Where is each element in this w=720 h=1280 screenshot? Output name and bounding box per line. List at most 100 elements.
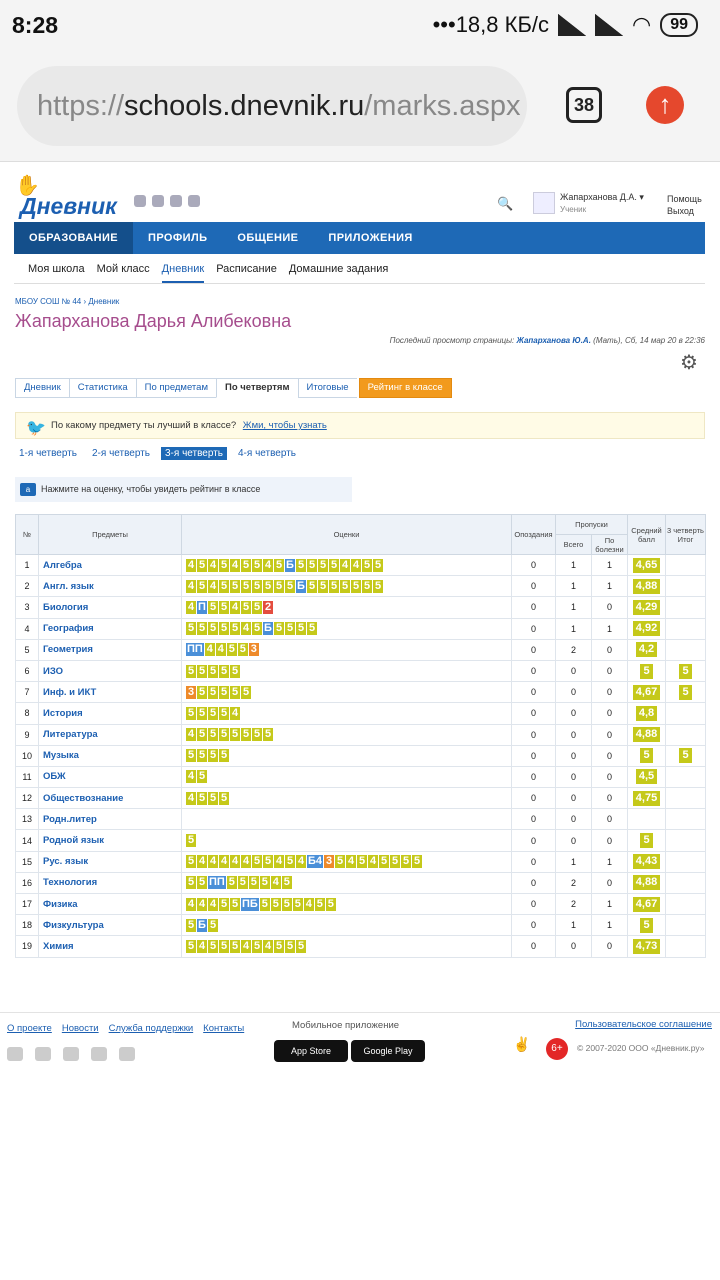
mark[interactable]: 5 bbox=[329, 558, 339, 572]
mark[interactable]: 4 bbox=[186, 728, 196, 742]
mark[interactable]: 4 bbox=[274, 855, 284, 869]
subnav-my-class[interactable]: Мой класс bbox=[96, 263, 150, 275]
tab-rating[interactable]: Рейтинг в классе bbox=[358, 378, 452, 398]
mark[interactable]: 5 bbox=[197, 579, 207, 593]
mark[interactable]: 4 bbox=[197, 897, 207, 911]
mark[interactable]: 5 bbox=[412, 855, 423, 869]
mark[interactable]: 5 bbox=[373, 579, 383, 593]
mark[interactable]: 4 bbox=[208, 579, 218, 593]
mark[interactable]: 5 bbox=[270, 897, 281, 911]
mark[interactable]: 5 bbox=[307, 622, 317, 636]
mark[interactable]: 5 bbox=[329, 579, 339, 593]
mark[interactable]: Б bbox=[197, 918, 207, 932]
mark[interactable]: 5 bbox=[219, 791, 229, 805]
mark[interactable]: 5 bbox=[362, 558, 372, 572]
mark[interactable]: 4 bbox=[208, 558, 218, 572]
mark[interactable]: 5 bbox=[230, 728, 240, 742]
mark[interactable]: 5 bbox=[197, 876, 207, 890]
mark[interactable]: 5 bbox=[285, 855, 295, 869]
mark[interactable]: 5 bbox=[237, 643, 248, 657]
quarter-4[interactable]: 4-я четверть bbox=[238, 448, 296, 459]
footer-contacts[interactable]: Контакты bbox=[203, 1023, 245, 1034]
mark[interactable]: 5 bbox=[252, 728, 262, 742]
messages-icon[interactable] bbox=[134, 195, 146, 207]
mark[interactable]: 5 bbox=[307, 558, 317, 572]
mark[interactable]: 5 bbox=[219, 706, 229, 720]
mark[interactable]: 4 bbox=[197, 855, 207, 869]
mark[interactable]: 5 bbox=[186, 749, 196, 763]
mark[interactable]: 5 bbox=[296, 558, 306, 572]
mark[interactable]: 3 bbox=[186, 685, 196, 699]
mark[interactable]: ПП bbox=[186, 643, 204, 657]
mark[interactable]: 5 bbox=[252, 622, 262, 636]
mark[interactable]: 5 bbox=[197, 706, 207, 720]
mark[interactable]: 5 bbox=[208, 706, 218, 720]
mark[interactable]: 4 bbox=[208, 897, 218, 911]
nav-communication[interactable]: ОБЩЕНИЕ bbox=[237, 232, 299, 244]
mark[interactable]: 4 bbox=[263, 558, 273, 572]
googleplay-button[interactable]: Google Play bbox=[351, 1040, 425, 1062]
mark[interactable]: 5 bbox=[208, 622, 218, 636]
mark[interactable]: 4 bbox=[230, 855, 240, 869]
mark[interactable]: 5 bbox=[373, 558, 383, 572]
mark[interactable]: 5 bbox=[230, 685, 240, 699]
mark[interactable]: 4 bbox=[241, 622, 251, 636]
mark[interactable]: Б bbox=[296, 579, 306, 593]
nav-education[interactable]: ОБРАЗОВАНИЕ bbox=[14, 222, 134, 254]
breadcrumb[interactable]: МБОУ СОШ № 44 › Дневник bbox=[15, 297, 120, 306]
mark[interactable]: 5 bbox=[219, 939, 229, 953]
mark[interactable]: 5 bbox=[197, 558, 207, 572]
quarter-3[interactable]: 3-я четверть bbox=[161, 447, 227, 460]
mark[interactable]: 5 bbox=[314, 897, 325, 911]
mark[interactable]: 5 bbox=[197, 685, 207, 699]
mark[interactable]: 3 bbox=[248, 643, 259, 657]
mark[interactable]: 4 bbox=[270, 876, 281, 890]
mark[interactable]: 4 bbox=[263, 939, 273, 953]
mark[interactable]: 5 bbox=[186, 855, 196, 869]
mark[interactable]: 5 bbox=[219, 897, 229, 911]
avatar[interactable] bbox=[533, 192, 555, 214]
mark[interactable]: 5 bbox=[259, 876, 270, 890]
mark[interactable]: 5 bbox=[197, 791, 207, 805]
mark[interactable]: 4 bbox=[186, 579, 196, 593]
mark[interactable]: 4 bbox=[230, 600, 240, 614]
mark[interactable]: 4 bbox=[296, 855, 306, 869]
user-agreement-link[interactable]: Пользовательское соглашение bbox=[575, 1019, 712, 1030]
mark[interactable]: 5 bbox=[208, 600, 218, 614]
help-link[interactable]: Помощь bbox=[667, 194, 702, 204]
mark[interactable]: 4 bbox=[186, 558, 196, 572]
nav-profile[interactable]: ПРОФИЛЬ bbox=[148, 232, 208, 244]
mark[interactable]: 4 bbox=[303, 897, 314, 911]
mark[interactable]: 5 bbox=[274, 622, 284, 636]
mark[interactable]: 4 bbox=[204, 643, 215, 657]
subnav-my-school[interactable]: Моя школа bbox=[28, 263, 85, 275]
mark[interactable]: 5 bbox=[230, 664, 240, 678]
mark[interactable]: 5 bbox=[296, 939, 306, 953]
subject-link[interactable]: Инф. и ИКТ bbox=[38, 681, 182, 704]
mark[interactable]: 4 bbox=[346, 855, 357, 869]
mark[interactable]: 4 bbox=[368, 855, 379, 869]
subnav-homework[interactable]: Домашние задания bbox=[288, 263, 389, 275]
subject-link[interactable]: ИЗО bbox=[38, 659, 182, 683]
mark[interactable]: 5 bbox=[230, 579, 240, 593]
tab-statistics[interactable]: Статистика bbox=[68, 378, 136, 398]
mark[interactable]: 5 bbox=[281, 897, 292, 911]
mark[interactable]: Б bbox=[285, 558, 295, 572]
mark[interactable]: 5 bbox=[208, 749, 218, 763]
mark[interactable]: 5 bbox=[274, 558, 284, 572]
mark[interactable]: 5 bbox=[241, 558, 251, 572]
subject-link[interactable]: Родн.литер bbox=[38, 808, 182, 831]
logout-link[interactable]: Выход bbox=[667, 206, 694, 216]
mark[interactable]: 5 bbox=[274, 939, 284, 953]
subject-link[interactable]: Алгебра bbox=[38, 553, 182, 577]
mark[interactable]: ПП bbox=[208, 876, 226, 890]
quarter-1[interactable]: 1-я четверть bbox=[19, 448, 77, 459]
mark[interactable]: 5 bbox=[263, 728, 273, 742]
tab-by-subject[interactable]: По предметам bbox=[135, 378, 216, 398]
mark[interactable]: 5 bbox=[197, 622, 207, 636]
address-bar[interactable]: https://schools.dnevnik.ru/marks.aspx bbox=[17, 66, 527, 146]
footer-about[interactable]: О проекте bbox=[7, 1023, 52, 1034]
mark[interactable]: 5 bbox=[362, 579, 372, 593]
subject-link[interactable]: География bbox=[38, 617, 182, 640]
subject-link[interactable]: История bbox=[38, 702, 182, 725]
